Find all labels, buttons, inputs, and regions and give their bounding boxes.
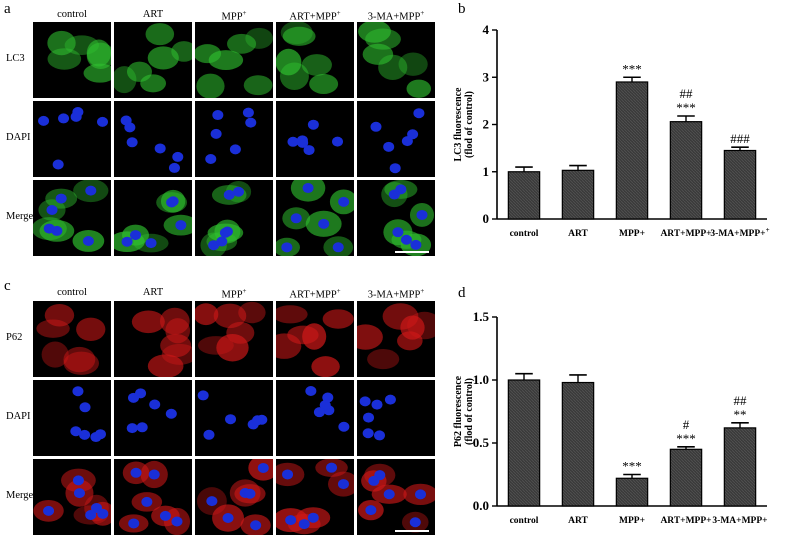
- micrograph-image: [357, 380, 435, 456]
- y-tick-label: 4: [483, 22, 490, 37]
- x-tick-label: control: [510, 229, 539, 239]
- x-tick-label: ART: [568, 516, 588, 526]
- column-label: 3-MA+MPP+: [367, 9, 425, 23]
- y-tick-label: 1.5: [473, 309, 490, 324]
- panel-letter-d: d: [458, 285, 466, 301]
- significance-label: ***: [676, 100, 696, 115]
- y-axis-label: LC3 fluorescence(flod of control): [453, 87, 475, 162]
- row-label: LC3: [6, 53, 25, 64]
- bar: [669, 121, 703, 220]
- micrograph-image: [276, 380, 354, 456]
- micrograph-image: [33, 180, 111, 256]
- micrograph-image: [195, 22, 273, 98]
- column-label: MPP+: [221, 287, 247, 301]
- micrograph-image: [357, 301, 435, 377]
- x-tick-label: ART+MPP+: [660, 229, 711, 239]
- x-tick-label: ART+MPP+: [660, 516, 711, 526]
- significance-label: ***: [622, 459, 642, 474]
- column-label: MPP+: [221, 9, 247, 23]
- y-axis-label: P62 fluorescence(flod of control): [453, 375, 475, 447]
- micrograph-image: [114, 180, 192, 256]
- significance-label: ***: [622, 61, 642, 76]
- micrograph-image: [33, 22, 111, 98]
- y-tick-label: 0.0: [473, 498, 489, 513]
- micrograph-image: [357, 459, 435, 535]
- micrograph-image: [114, 22, 192, 98]
- x-tick-label: 3-MA+MPP++: [710, 226, 769, 239]
- column-label: ART: [142, 9, 164, 20]
- micrograph-image: [33, 101, 111, 177]
- chart-b: 0 1 2 3 4 LC3 fluorescence(flod of control) co…: [453, 22, 770, 239]
- row-label: P62: [6, 332, 23, 343]
- significance-label: ###: [730, 131, 750, 146]
- micrograph-image: [114, 380, 192, 456]
- micrograph-image: [357, 180, 435, 256]
- y-tick-label: 0: [483, 211, 490, 226]
- micrograph-image: [276, 301, 354, 377]
- x-tick-label: control: [510, 516, 539, 526]
- x-tick-label: 3-MA+MPP+: [712, 516, 767, 526]
- significance-label: #: [683, 417, 690, 432]
- column-label: control: [57, 287, 87, 298]
- bar: [507, 379, 541, 507]
- bar: [669, 448, 703, 507]
- bar: [615, 81, 649, 220]
- micrograph-image: [276, 180, 354, 256]
- chart-d: 0.0 0.5 1.0 1.5 P62 fluorescence(flod of con…: [453, 309, 768, 526]
- bar: [723, 149, 757, 220]
- significance-label: ***: [676, 431, 696, 446]
- micrograph-image: [276, 22, 354, 98]
- micrograph-image: [357, 101, 435, 177]
- x-tick-label: ART: [568, 229, 588, 239]
- y-tick-label: 0.5: [473, 435, 490, 450]
- row-label: Merge: [6, 211, 34, 222]
- micrograph-image: [276, 459, 354, 535]
- column-label: ART+MPP+: [289, 9, 341, 23]
- bar: [507, 171, 541, 220]
- panel-letter-c: c: [4, 278, 11, 294]
- micrograph-image: [33, 301, 111, 377]
- significance-label: ##: [680, 86, 694, 101]
- micrograph-image: [195, 380, 273, 456]
- scale-bar: [395, 251, 429, 253]
- column-label: control: [57, 9, 87, 20]
- bar: [723, 427, 757, 507]
- y-tick-label: 1.0: [473, 372, 489, 387]
- scale-bar: [395, 530, 429, 532]
- micrograph-image: [195, 180, 273, 256]
- y-tick-label: 2: [483, 117, 490, 132]
- micrograph-image: [195, 459, 273, 535]
- row-label: DAPI: [6, 132, 31, 143]
- micrograph-image: [114, 101, 192, 177]
- y-tick-label: 3: [483, 69, 490, 84]
- micrograph-image: [33, 380, 111, 456]
- significance-label: **: [734, 407, 747, 422]
- micrograph-image: [114, 301, 192, 377]
- column-label: ART: [142, 287, 164, 298]
- column-label: 3-MA+MPP+: [367, 287, 425, 301]
- micrograph-image: [276, 101, 354, 177]
- significance-label: ##: [734, 393, 748, 408]
- micrograph-image: [33, 459, 111, 535]
- x-tick-label: MPP+: [619, 516, 645, 526]
- micrograph-image: [195, 101, 273, 177]
- x-tick-label: MPP+: [619, 229, 645, 239]
- panel-letter-b: b: [458, 1, 466, 17]
- bar: [561, 169, 595, 220]
- micrograph-image: [195, 301, 273, 377]
- column-label: ART+MPP+: [289, 287, 341, 301]
- y-tick-label: 1: [483, 164, 490, 179]
- bar: [561, 381, 595, 507]
- micrograph-image: [357, 22, 435, 98]
- micrograph-image: [114, 459, 192, 535]
- row-label: Merge: [6, 490, 34, 501]
- panel-letter-a: a: [4, 1, 11, 17]
- row-label: DAPI: [6, 411, 31, 422]
- bar: [615, 477, 649, 507]
